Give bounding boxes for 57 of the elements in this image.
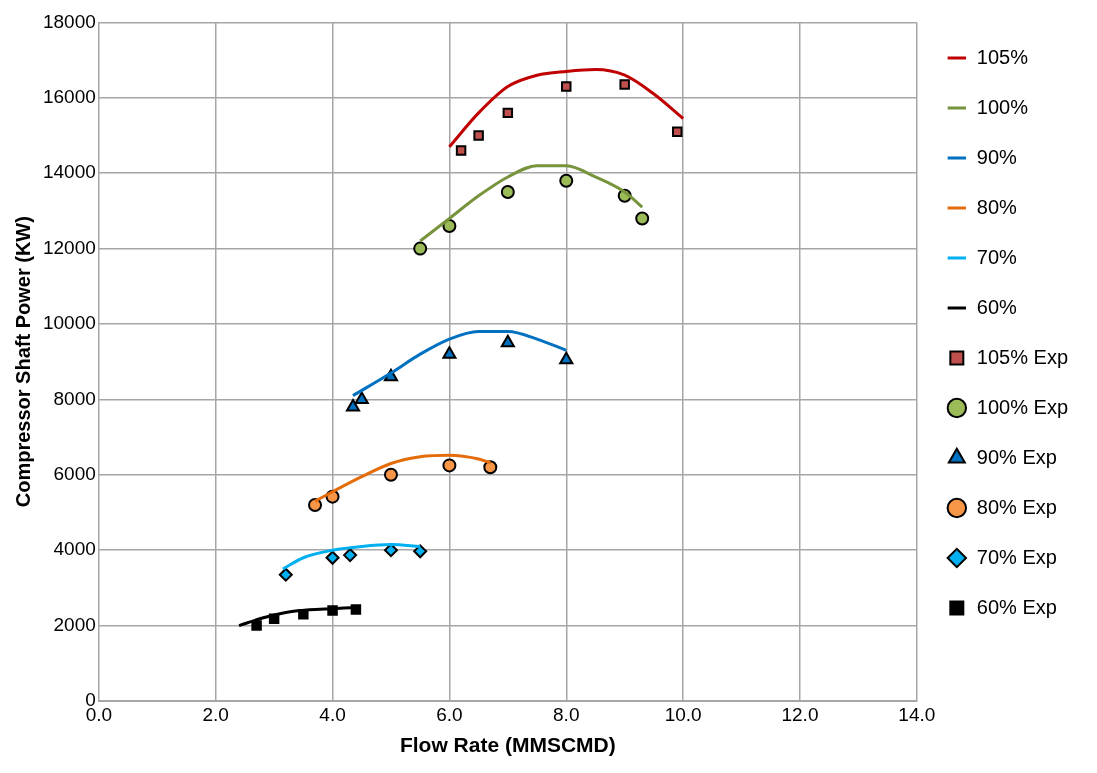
- y-tick-label: 6000: [53, 463, 96, 485]
- point: [502, 107, 514, 119]
- point: [473, 130, 484, 141]
- point: [561, 81, 572, 92]
- point: [383, 467, 398, 482]
- y-tick-label: 18000: [42, 10, 96, 32]
- legend-label: 105%: [976, 45, 1029, 68]
- x-tick-label: 12.0: [781, 703, 819, 725]
- point: [559, 173, 574, 188]
- legend-label: 60% Exp: [976, 595, 1057, 618]
- legend-label: 60%: [976, 295, 1018, 318]
- point: [635, 211, 650, 226]
- point: [500, 185, 515, 200]
- legend-label: 100% Exp: [976, 395, 1068, 418]
- point: [483, 460, 498, 475]
- x-axis-title: Flow Rate (MMSCMD): [399, 733, 616, 757]
- x-tick-label: 8.0: [553, 703, 580, 725]
- y-axis-title: Compressor Shaft Power (KW): [11, 216, 34, 508]
- x-tick-label: 10.0: [664, 703, 702, 725]
- point: [413, 544, 428, 559]
- legend-label: 70%: [976, 245, 1018, 268]
- y-tick-label: 8000: [53, 387, 96, 409]
- y-tick-label: 4000: [53, 538, 96, 560]
- point: [308, 497, 323, 512]
- point: [345, 398, 361, 412]
- point: [325, 550, 340, 565]
- y-tick-label: 14000: [42, 161, 96, 183]
- point: [442, 458, 457, 473]
- x-tick-label: 14.0: [898, 703, 936, 725]
- line-series: [447, 68, 685, 149]
- y-tick-label: 12000: [42, 236, 96, 258]
- point: [383, 543, 398, 558]
- legend-label: 80%: [976, 195, 1018, 218]
- point: [442, 346, 457, 359]
- point: [343, 548, 358, 563]
- point: [559, 351, 574, 365]
- point: [251, 620, 262, 631]
- legend-label: 90%: [976, 145, 1018, 168]
- point: [619, 79, 630, 90]
- point: [455, 145, 467, 156]
- x-tick-label: 2.0: [202, 703, 229, 725]
- point: [354, 391, 369, 404]
- legend-label: 90% Exp: [976, 445, 1057, 468]
- x-tick-label: 4.0: [319, 703, 346, 725]
- y-tick-label: 16000: [42, 86, 96, 108]
- point: [413, 241, 428, 256]
- point: [672, 126, 683, 137]
- legend-label: 70% Exp: [976, 545, 1057, 568]
- legend-label: 80% Exp: [976, 495, 1057, 518]
- point: [500, 334, 515, 348]
- y-tick-label: 2000: [53, 613, 96, 635]
- legend-label: 105% Exp: [976, 345, 1068, 368]
- x-tick-label: 6.0: [436, 703, 463, 725]
- point: [350, 604, 362, 615]
- y-tick-label: 10000: [42, 312, 96, 334]
- legend-label: 100%: [976, 95, 1029, 118]
- point: [278, 567, 293, 582]
